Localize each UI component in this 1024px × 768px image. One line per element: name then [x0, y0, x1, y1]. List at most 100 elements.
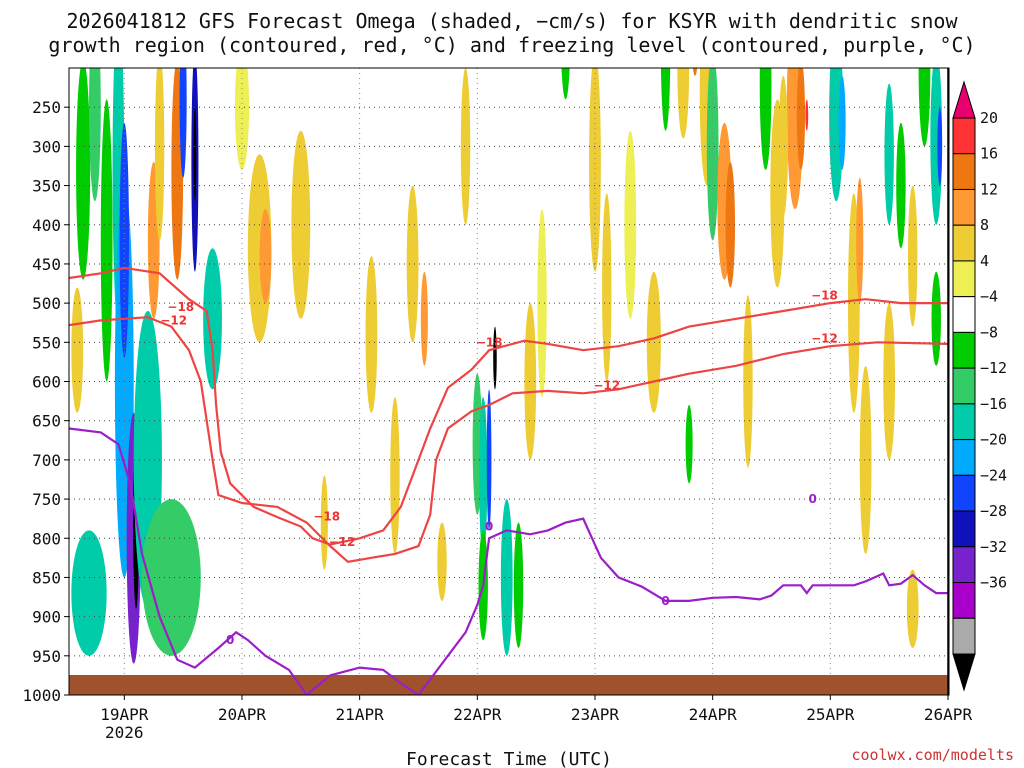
colorbar-swatch: [952, 224, 976, 262]
contour-line: [69, 316, 949, 563]
omega-shade-cell: [907, 185, 918, 327]
x-tick-label: 22APR: [453, 705, 502, 724]
colorbar-label: −24: [980, 466, 1007, 484]
colorbar-swatch: [952, 510, 976, 548]
omega-shade-cell: [859, 365, 872, 554]
x-tick-label: 19APR: [100, 705, 149, 724]
omega-shade-cell: [896, 122, 906, 249]
omega-shade-cell: [589, 68, 601, 272]
contour-label: 0: [226, 633, 234, 647]
omega-shade-cell: [500, 499, 513, 656]
omega-shade-cell: [602, 193, 612, 382]
omega-shade-cell: [624, 130, 637, 319]
y-tick-label: 350: [32, 177, 61, 196]
colorbar-swatch: [952, 367, 976, 405]
y-tick-label: 400: [32, 216, 61, 235]
colorbar-swatch: [952, 188, 976, 226]
omega-shade-cell: [203, 248, 222, 390]
omega-shade-cell: [513, 522, 524, 648]
contour-label: −12: [160, 313, 187, 327]
y-tick-label: 700: [32, 451, 61, 470]
omega-shade-cell: [778, 75, 788, 217]
omega-shade-cell: [856, 177, 864, 304]
x-tick-label: 26APR: [924, 705, 973, 724]
omega-shade-cell: [179, 68, 187, 178]
omega-shade-cell: [460, 68, 471, 225]
colorbar-swatch: [952, 546, 976, 584]
contour-label: 0: [661, 594, 669, 608]
y-tick-label: 900: [32, 608, 61, 627]
omega-shade-cell: [71, 287, 84, 413]
omega-shade-cell: [365, 256, 378, 413]
colorbar-label: −36: [980, 574, 1007, 592]
x-tick-label: 25APR: [806, 705, 855, 724]
omega-shade-cell: [692, 68, 698, 76]
y-tick-label: 1000: [22, 686, 61, 705]
omega-shade-cell: [537, 209, 547, 398]
y-tick-label: 850: [32, 568, 61, 587]
omega-shade-cell: [479, 397, 488, 554]
omega-shade-cell: [561, 68, 570, 100]
omega-shade-cell: [259, 209, 272, 304]
colorbar-swatch: [952, 403, 976, 441]
omega-shade-cell: [154, 68, 165, 241]
colorbar-label: 4: [980, 252, 989, 270]
colorbar-swatch: [952, 617, 976, 655]
ground-band: [69, 675, 949, 695]
x-axis-title: Forecast Time (UTC): [406, 749, 612, 768]
omega-shade-cell: [706, 68, 719, 241]
omega-shade-cell: [71, 530, 107, 656]
contour-line: [69, 266, 948, 546]
colorbar-swatch: [952, 117, 976, 155]
omega-shade-cell: [100, 99, 113, 382]
omega-shade-cell: [838, 75, 846, 170]
contour-label: −12: [811, 331, 838, 345]
contour-label: −18: [313, 509, 340, 523]
omega-shade-cell: [234, 68, 250, 170]
omega-shade-cell: [193, 107, 197, 202]
colorbar-label: −28: [980, 502, 1007, 520]
colorbar: 20 16 12 8 4 −4 −8 −12 −16 −20 −24 −28 −32 −36: [952, 80, 1007, 692]
colorbar-label: 12: [980, 180, 998, 198]
contour-label: −12: [593, 378, 620, 392]
colorbar-top-arrow: [952, 80, 976, 119]
omega-shade-cell: [141, 499, 201, 656]
colorbar-swatch: [952, 331, 976, 369]
colorbar-swatch: [952, 296, 976, 333]
colorbar-swatch: [952, 439, 976, 476]
contour-label: −18: [476, 335, 503, 349]
omega-shade-cell: [76, 68, 91, 280]
colorbar-bottom-arrow: [952, 653, 976, 692]
y-tick-label: 950: [32, 647, 61, 666]
omega-shade-cell: [805, 99, 809, 131]
chart-title-line-2: growth region (contoured, red, °C) and f…: [48, 33, 975, 57]
y-tick-label: 300: [32, 137, 61, 156]
y-tick-label: 550: [32, 333, 61, 352]
omega-shade-cell: [660, 68, 671, 131]
omega-shade-cell: [646, 271, 661, 413]
omega-shade-cell: [437, 522, 447, 601]
x-axis-year-label: 2026: [105, 723, 144, 742]
y-tick-label: 450: [32, 255, 61, 274]
omega-shade-cell: [743, 295, 753, 468]
omega-shade-cell: [884, 83, 894, 225]
contour-label: −18: [811, 288, 838, 302]
colorbar-label: −16: [980, 395, 1007, 413]
x-tick-label: 24APR: [689, 705, 738, 724]
x-tick-label: 20APR: [218, 705, 267, 724]
y-tick-label: 650: [32, 412, 61, 431]
omega-shade-cell: [119, 122, 130, 358]
colorbar-label: −8: [980, 323, 998, 341]
omega-shading-layer: [71, 68, 943, 664]
y-tick-label: 800: [32, 529, 61, 548]
contour-label: −18: [167, 300, 194, 314]
colorbar-label: −12: [980, 359, 1007, 377]
colorbar-swatch: [952, 153, 976, 190]
colorbar-swatch: [952, 582, 976, 619]
chart-title-line-1: 2026041812 GFS Forecast Omega (shaded, −…: [66, 9, 958, 33]
y-axis: 250 300 350 400 450 500 550 600 650 700 750 800 850 9…: [22, 98, 69, 705]
omega-shade-cell: [320, 475, 328, 570]
omega-shade-cell: [89, 68, 101, 202]
